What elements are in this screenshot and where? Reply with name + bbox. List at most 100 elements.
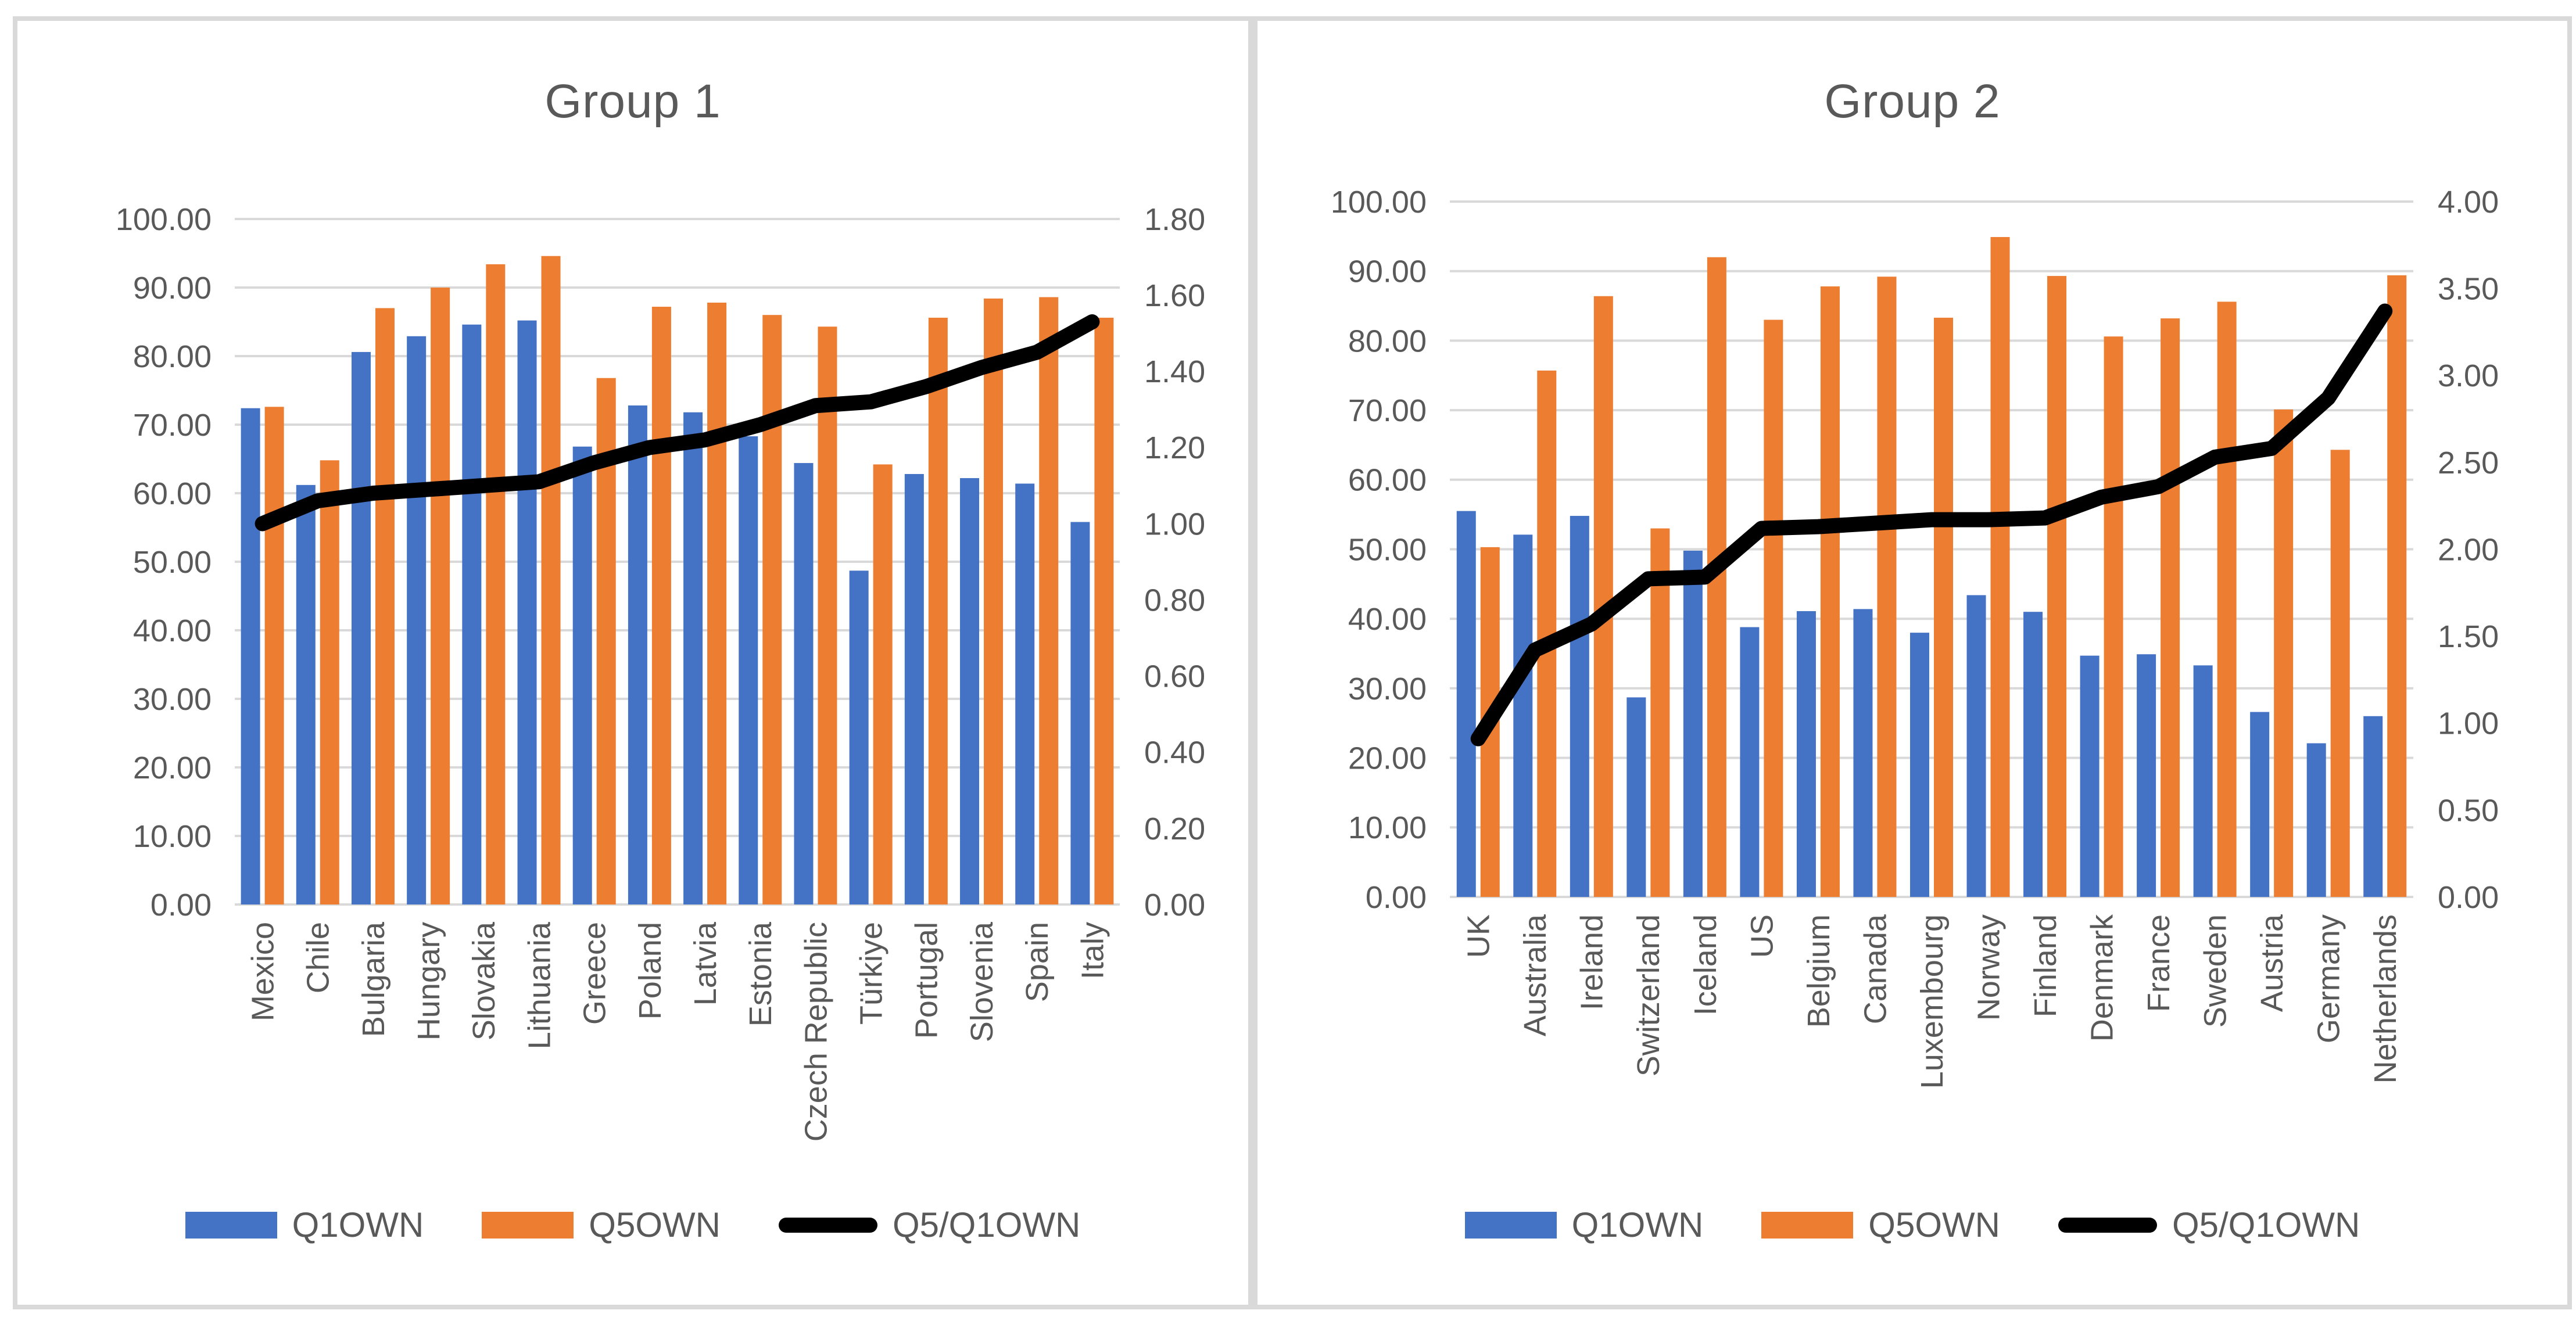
secondary-axis-tick-label: 1.50 (2438, 619, 2499, 654)
category-label-Australia: Australia (1518, 914, 1553, 1036)
category-label-Finland: Finland (2028, 914, 2063, 1017)
secondary-axis-tick-label: 3.00 (2438, 358, 2499, 393)
secondary-axis-tick-label: 0.40 (1144, 735, 1205, 770)
bar-q5own-Türkiye (873, 464, 893, 904)
y-axis-tick-label: 100.00 (1331, 185, 1427, 220)
category-label-Austria: Austria (2255, 914, 2290, 1012)
bar-q5own-Mexico (264, 407, 284, 904)
bar-q5own-Canada (1877, 277, 1897, 897)
bar-q5own-Austria (2274, 409, 2294, 897)
category-label-Lithuania: Lithuania (522, 921, 557, 1049)
bar-q5own-Portugal (928, 317, 948, 904)
category-label-Chile: Chile (301, 922, 336, 993)
category-label-Estonia: Estonia (743, 921, 778, 1026)
bar-q5own-Estonia (762, 315, 782, 904)
legend-label-q5own: Q5OWN (589, 1205, 721, 1244)
category-label-UK: UK (1461, 914, 1496, 958)
y-axis-tick-label: 60.00 (1348, 463, 1427, 498)
bar-q1own-Bulgaria (351, 351, 371, 904)
bar-q1own-Slovakia (462, 324, 482, 904)
bar-q1own-Norway (1966, 595, 1986, 897)
category-label-Ireland: Ireland (1575, 914, 1610, 1010)
y-axis-tick-label: 20.00 (133, 751, 212, 785)
chart-title-group1: Group 1 (544, 75, 721, 128)
category-label-Hungary: Hungary (411, 922, 446, 1040)
category-label-Slovakia: Slovakia (467, 921, 501, 1040)
q5own-swatch-icon (482, 1211, 574, 1239)
bar-q5own-Denmark (2104, 336, 2123, 897)
bar-q1own-Slovenia (960, 478, 980, 904)
category-label-Canada: Canada (1858, 914, 1893, 1024)
bar-q1own-Latvia (683, 412, 703, 904)
chart-panel-group2: Group 2 100.00 90.00 80.00 70.00 60.00 50.00 4… (1253, 16, 2572, 1309)
category-label-Poland: Poland (633, 922, 668, 1020)
bar-q5own-Spain (1039, 297, 1059, 904)
bar-q1own-Iceland (1683, 550, 1703, 897)
secondary-axis-tick-label: 1.00 (1144, 507, 1205, 541)
group2-plot-area: 100.00 90.00 80.00 70.00 60.00 50.00 40.00 30.0… (1331, 185, 2499, 1089)
bar-q5own-Italy (1094, 317, 1114, 904)
y-axis-tick-label: 90.00 (1348, 254, 1427, 289)
y-axis-tick-label: 20.00 (1348, 741, 1427, 776)
bar-q1own-Portugal (904, 473, 924, 904)
y-axis-tick-label: 100.00 (116, 202, 212, 237)
category-labels: Mexico Chile Bulgaria Hungary Slovakia Lithua… (245, 921, 1110, 1141)
category-label-Portugal: Portugal (909, 922, 944, 1039)
bar-q5own-Finland (2047, 276, 2067, 898)
y-axis-tick-label: 40.00 (133, 613, 212, 648)
bar-q5own-Germany (2330, 450, 2350, 897)
bar-q1own-Hungary (407, 336, 427, 904)
y-axis-tick-label: 40.00 (1348, 602, 1427, 637)
bar-q5own-US (1764, 320, 1783, 897)
bar-q1own-Luxembourg (1910, 633, 1929, 897)
y-axis-tick-label: 70.00 (1348, 393, 1427, 428)
category-label-Sweden: Sweden (2198, 914, 2233, 1028)
y-axis-tick-label: 10.00 (133, 819, 212, 854)
category-label-France: France (2141, 914, 2176, 1012)
bar-q1own-Chile (296, 484, 316, 904)
category-label-Slovenia: Slovenia (965, 921, 999, 1042)
bar-q5own-Belgium (1820, 286, 1840, 898)
bars-q1own (1456, 511, 2383, 897)
bar-q5own-Bulgaria (375, 308, 395, 904)
category-label-Bulgaria: Bulgaria (356, 921, 391, 1037)
bar-q1own-Australia (1513, 534, 1533, 897)
secondary-axis-tick-label: 1.40 (1144, 354, 1205, 389)
bar-q1own-UK (1456, 511, 1476, 897)
q1own-swatch-icon (185, 1211, 277, 1239)
secondary-axis-tick-label: 2.00 (2438, 532, 2499, 567)
secondary-axis-tick-label: 0.50 (2438, 793, 2499, 828)
y-axis-tick-label: 50.00 (1348, 532, 1427, 567)
legend-item-ratio: Q5/Q1OWN (778, 1205, 1081, 1245)
legend-item-q1own: Q1OWN (185, 1205, 424, 1245)
category-label-Latvia: Latvia (688, 921, 723, 1006)
bars-q1own (241, 320, 1090, 904)
secondary-axis-tick-label: 1.80 (1144, 202, 1205, 237)
secondary-axis-tick-label: 0.00 (2438, 880, 2499, 915)
category-label-Iceland: Iceland (1688, 914, 1723, 1015)
secondary-axis-tick-label: 3.50 (2438, 272, 2499, 307)
q1own-swatch-icon (1464, 1211, 1557, 1239)
bar-q1own-Italy (1070, 522, 1090, 904)
secondary-axis-tick-label: 2.50 (2438, 446, 2499, 480)
legend-label-ratio: Q5/Q1OWN (892, 1205, 1081, 1244)
bar-q1own-Sweden (2193, 665, 2213, 897)
chart-title-group2: Group 2 (1824, 75, 2001, 128)
category-label-Netherlands: Netherlands (2368, 914, 2403, 1083)
bar-q5own-Slovakia (486, 264, 506, 904)
group1-plot-area: 100.00 90.00 80.00 70.00 60.00 50.00 40.00 30.0… (116, 202, 1205, 1141)
bar-q1own-Estonia (739, 436, 758, 904)
bar-q5own-Poland (651, 307, 671, 904)
legend-label-q1own: Q1OWN (1571, 1205, 1704, 1244)
group1-legend: Q1OWN Q5OWN Q5/Q1OWN (17, 1205, 1248, 1245)
legend-label-q1own: Q1OWN (292, 1205, 424, 1244)
category-label-Greece: Greece (578, 922, 612, 1025)
q5own-swatch-icon (1761, 1211, 1854, 1239)
bar-q5own-Norway (1990, 237, 2010, 897)
secondary-axis-tick-label: 1.20 (1144, 430, 1205, 465)
category-label-Czech Republic: Czech Republic (798, 922, 833, 1141)
bar-q5own-Latvia (707, 302, 727, 904)
bar-q1own-Mexico (241, 408, 260, 904)
primary-axis-labels: 100.00 90.00 80.00 70.00 60.00 50.00 40.00 30.0… (1331, 185, 1427, 915)
bar-q5own-Luxembourg (1934, 317, 1953, 897)
